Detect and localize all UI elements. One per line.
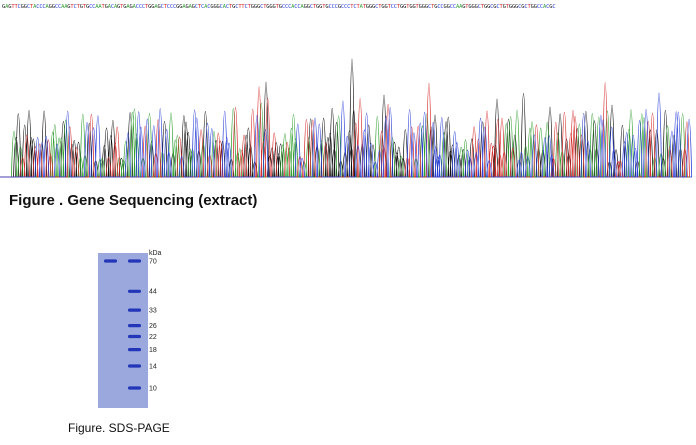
marker-band-10 — [128, 386, 141, 390]
marker-label-26: 26 — [149, 323, 157, 330]
marker-label-22: 22 — [149, 334, 157, 341]
marker-band-33 — [128, 308, 141, 312]
marker-band-70 — [128, 259, 141, 263]
marker-band-44 — [128, 289, 141, 293]
kda-unit-label: kDa — [149, 250, 162, 257]
marker-label-44: 44 — [149, 289, 157, 296]
sequencing-chromatogram — [0, 58, 693, 178]
gel-lane-background — [98, 253, 148, 408]
figure-caption-sds-page: Figure. SDS-PAGE — [68, 421, 170, 435]
marker-band-26 — [128, 324, 141, 328]
marker-band-18 — [128, 348, 141, 352]
marker-label-14: 14 — [149, 363, 157, 370]
sequence-text: GAGTTCGGCTACCCAGGCCAAGTCTGTGCCAATGACAGTG… — [2, 4, 556, 10]
sample-band — [104, 259, 117, 263]
figure-caption-sequencing: Figure . Gene Sequencing (extract) — [9, 192, 258, 209]
marker-label-10: 10 — [149, 385, 157, 392]
marker-label-33: 33 — [149, 307, 157, 314]
marker-label-18: 18 — [149, 347, 157, 354]
marker-label-70: 70 — [149, 258, 157, 265]
marker-band-22 — [128, 334, 141, 339]
sds-page-gel: kDa 70 44 33 26 22 18 14 10 — [98, 250, 162, 408]
trace-c — [0, 92, 693, 178]
marker-band-14 — [128, 364, 141, 368]
